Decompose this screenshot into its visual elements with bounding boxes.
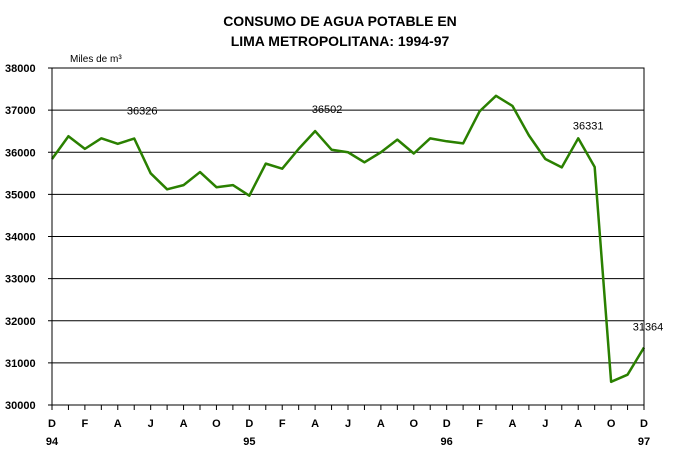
x-tick-label: A <box>377 418 385 430</box>
y-axis-unit-label: Miles de m³ <box>70 54 122 65</box>
x-tick-label: D <box>640 418 648 430</box>
y-tick-label: 38000 <box>5 63 36 75</box>
x-tick-label: D <box>245 418 253 430</box>
y-tick-label: 30000 <box>5 400 36 412</box>
x-tick-label: F <box>476 418 483 430</box>
x-tick-label: A <box>311 418 319 430</box>
y-tick-label: 33000 <box>5 274 36 286</box>
y-tick-label: 35000 <box>5 189 36 201</box>
x-tick-label: J <box>542 418 548 430</box>
chart-title-line-2: LIMA METROPOLITANA: 1994-97 <box>231 33 450 49</box>
chart-title-line-1: CONSUMO DE AGUA POTABLE EN <box>223 13 457 29</box>
y-tick-label: 34000 <box>5 232 36 244</box>
x-tick-label: A <box>508 418 516 430</box>
x-tick-label: O <box>212 418 221 430</box>
x-tick-label: D <box>443 418 451 430</box>
x-tick-label: A <box>574 418 582 430</box>
series-line-consumo <box>50 94 646 384</box>
x-tick-label: O <box>409 418 418 430</box>
x-year-label: 95 <box>243 436 255 448</box>
y-tick-label: 37000 <box>5 105 36 117</box>
x-year-label: 94 <box>46 436 59 448</box>
y-tick-label: 32000 <box>5 316 36 328</box>
x-tick-label: A <box>114 418 122 430</box>
plot-area-frame <box>51 67 645 406</box>
x-tick-label: O <box>607 418 616 430</box>
x-tick-label: J <box>148 418 154 430</box>
x-tick-label: F <box>279 418 286 430</box>
data-label: 36502 <box>312 104 343 116</box>
y-tick-label: 31000 <box>5 358 36 370</box>
x-year-label: 97 <box>638 436 650 448</box>
x-tick-label: J <box>345 418 351 430</box>
x-tick-label: A <box>180 418 188 430</box>
x-year-label: 96 <box>441 436 453 448</box>
data-label: 31364 <box>633 322 664 334</box>
data-label: 36326 <box>127 106 158 118</box>
x-tick-label: F <box>82 418 89 430</box>
x-tick-label: D <box>48 418 56 430</box>
y-tick-label: 36000 <box>5 147 36 159</box>
data-label: 36331 <box>573 120 604 132</box>
